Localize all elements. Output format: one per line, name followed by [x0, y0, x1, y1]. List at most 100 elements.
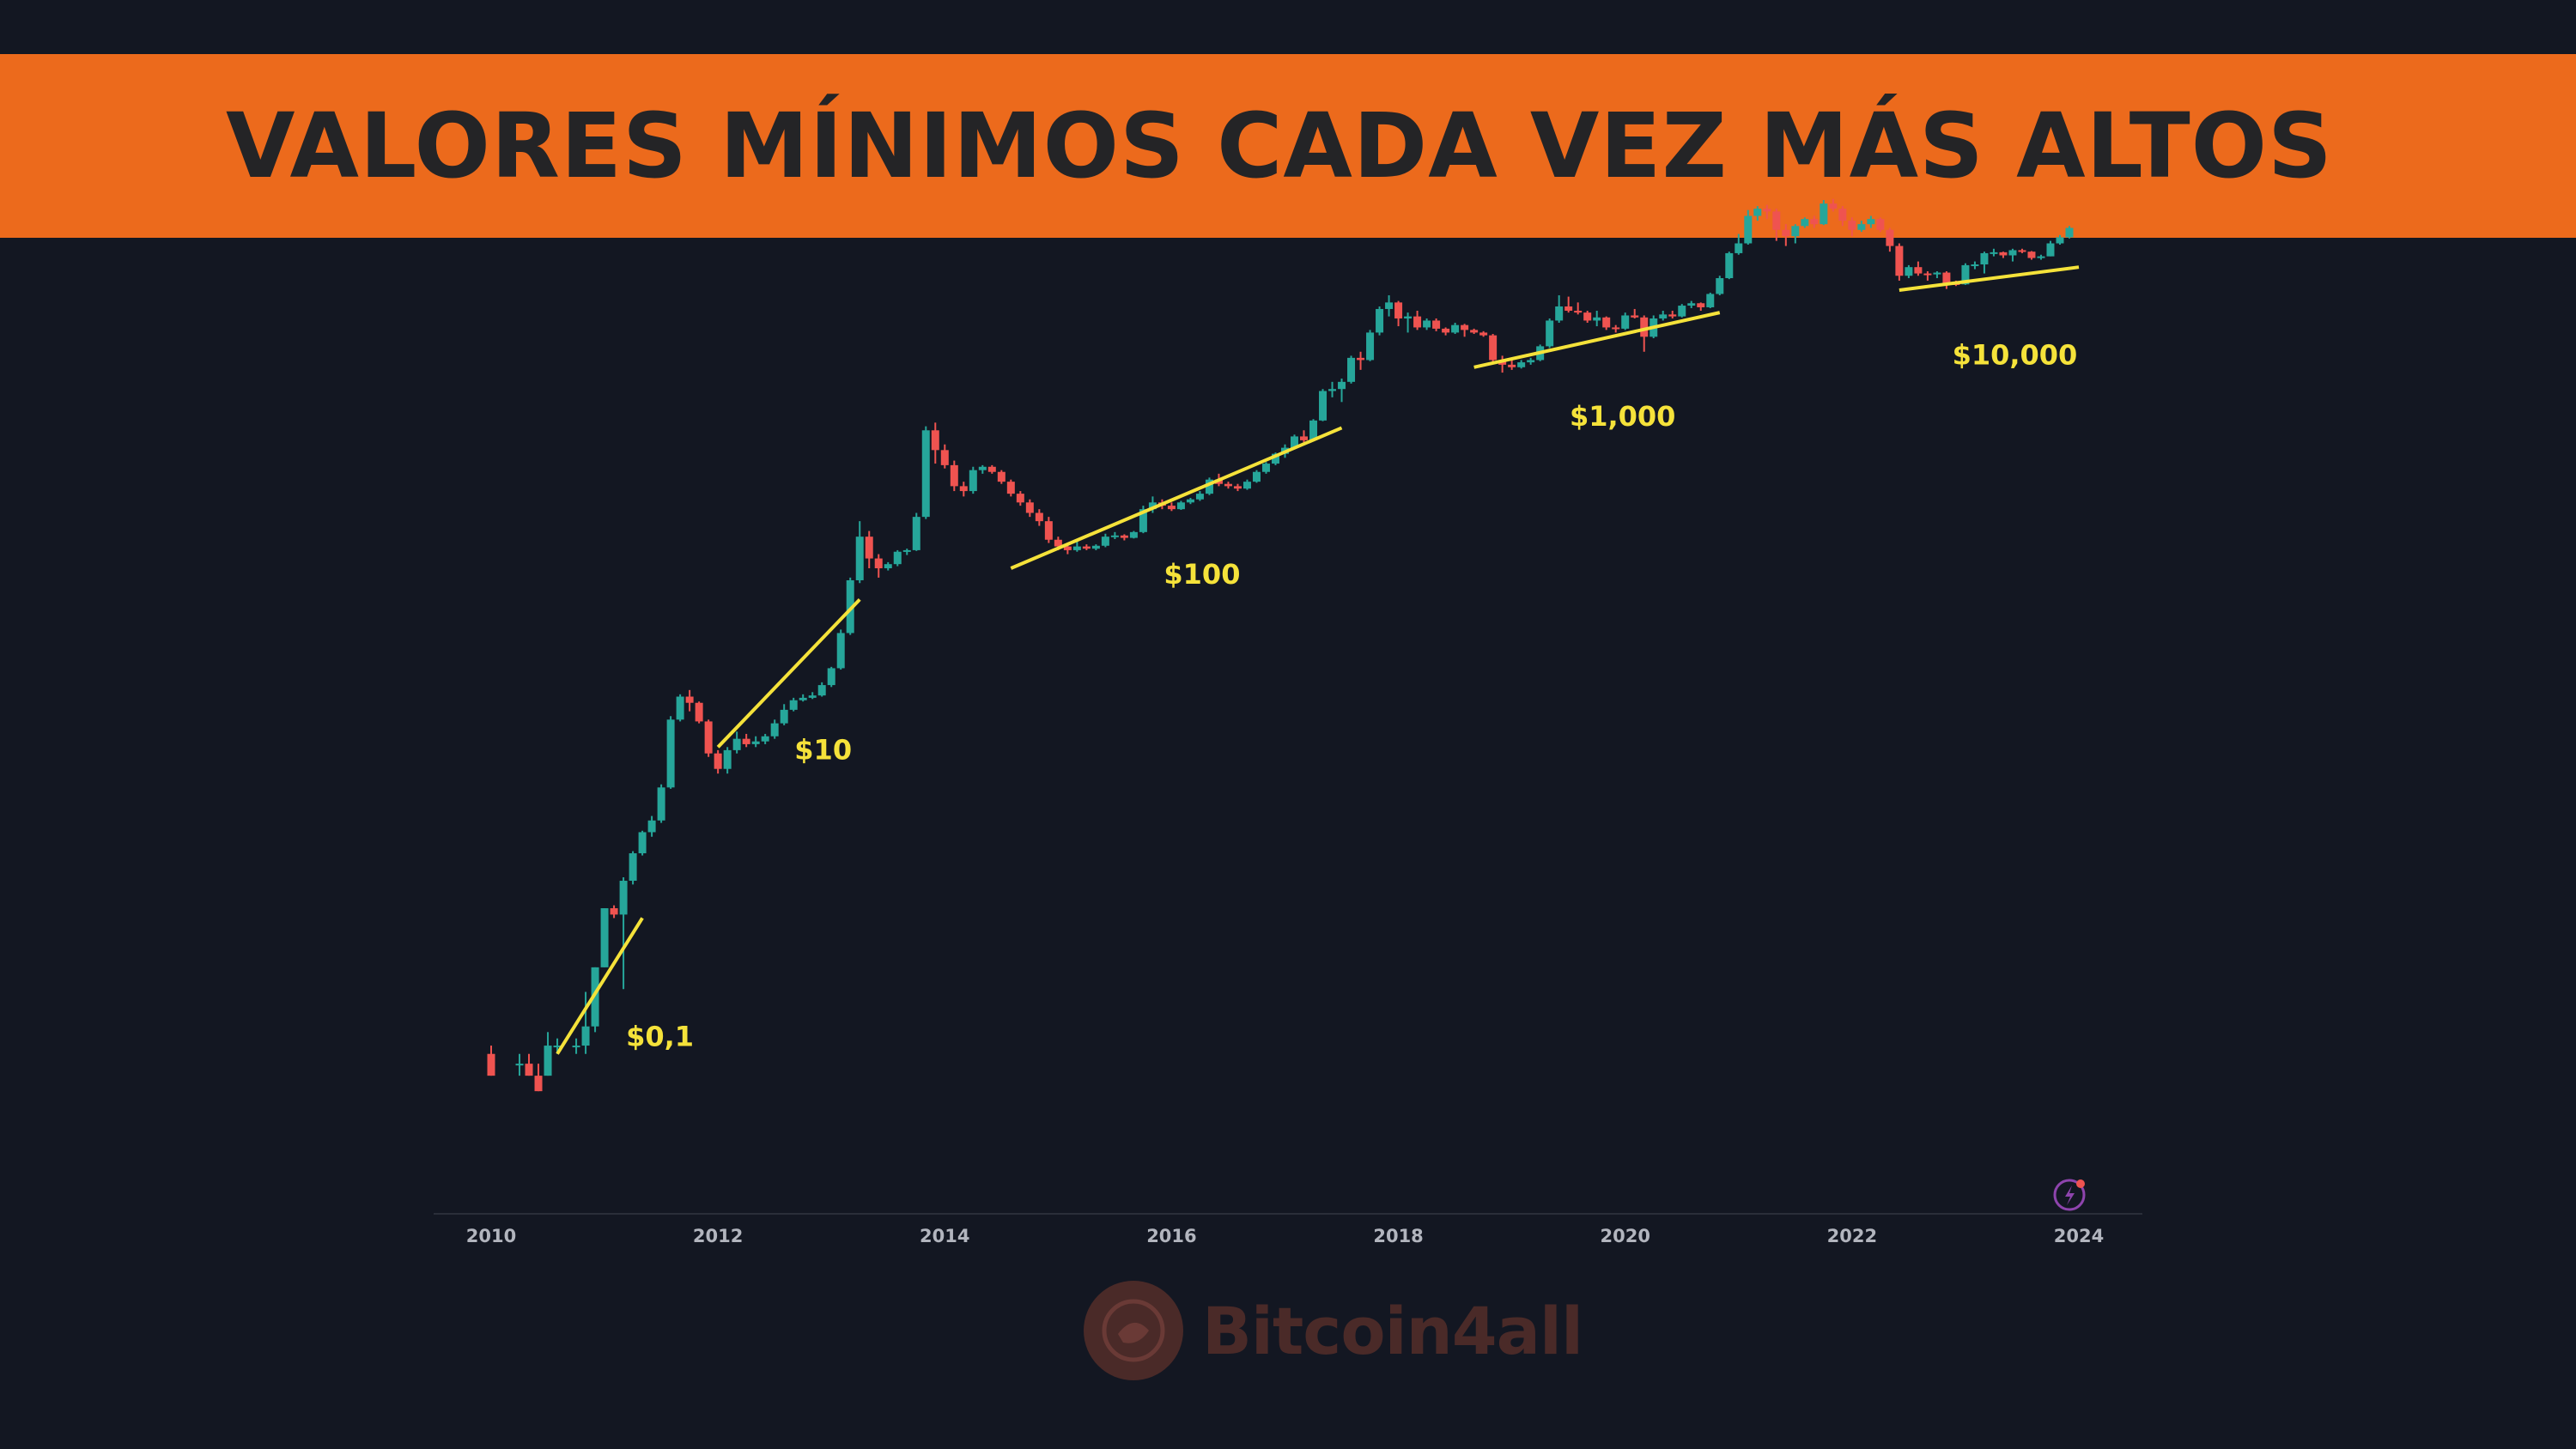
- candle-body: [1546, 320, 1554, 347]
- candle-body: [1848, 221, 1856, 230]
- candle-body: [884, 564, 892, 569]
- candle-body: [1082, 546, 1091, 549]
- candle: [1016, 491, 1024, 506]
- candle: [1129, 530, 1138, 539]
- candle: [1923, 271, 1932, 281]
- candle: [1498, 355, 1507, 373]
- candle: [1186, 498, 1194, 505]
- candle: [1980, 252, 1989, 274]
- candle: [1110, 531, 1119, 540]
- candle-body: [987, 466, 996, 472]
- candle-body: [1394, 302, 1403, 318]
- candle-body: [1195, 494, 1204, 500]
- candle-body: [997, 471, 1005, 482]
- candle: [1744, 209, 1753, 246]
- candle-body: [1697, 303, 1705, 307]
- candle: [1612, 324, 1620, 333]
- candle: [1357, 351, 1365, 370]
- candle: [978, 464, 987, 474]
- candle-body: [761, 736, 769, 742]
- candle: [1971, 261, 1979, 270]
- candle-body: [581, 1026, 590, 1046]
- candle: [1574, 302, 1583, 315]
- trendline: [716, 597, 861, 749]
- candle: [846, 577, 854, 635]
- candle-body: [1366, 332, 1375, 361]
- candle: [1583, 311, 1592, 323]
- candle-body: [1801, 219, 1809, 227]
- candle-body: [978, 466, 987, 470]
- candle: [581, 991, 590, 1054]
- candle: [2037, 254, 2045, 260]
- candle: [827, 666, 835, 688]
- candle-body: [874, 558, 883, 569]
- candle-body: [893, 551, 902, 565]
- candle: [1640, 315, 1649, 352]
- candle-body: [1413, 316, 1422, 328]
- candle: [1687, 300, 1696, 308]
- candle-body: [1186, 499, 1194, 503]
- candle-body: [2065, 227, 2074, 238]
- candle: [1423, 318, 1431, 330]
- candle: [997, 470, 1005, 484]
- candle: [1025, 499, 1034, 518]
- candle: [1999, 252, 2008, 258]
- candle: [544, 1032, 552, 1076]
- candle-body: [1376, 308, 1384, 333]
- candle-body: [912, 517, 920, 550]
- candle: [931, 422, 939, 464]
- candle: [855, 521, 864, 584]
- candle-body: [1527, 360, 1535, 363]
- candle-body: [714, 753, 722, 769]
- candle: [1309, 419, 1318, 442]
- candle-body: [1574, 311, 1583, 313]
- candle: [1527, 357, 1535, 365]
- candle-body: [1659, 314, 1668, 318]
- candle-body: [1668, 314, 1677, 317]
- candle: [732, 731, 741, 754]
- candle: [1838, 206, 1847, 227]
- candle: [534, 1064, 543, 1092]
- candle-body: [1791, 226, 1800, 237]
- x-tick-label: 2020: [1600, 1226, 1649, 1246]
- candle: [1678, 304, 1686, 318]
- candle-body: [1772, 211, 1781, 230]
- candle: [1631, 308, 1639, 318]
- candle-body: [1167, 506, 1176, 510]
- candle: [1857, 221, 1866, 233]
- candle: [1328, 381, 1337, 397]
- candle-body: [1593, 317, 1601, 321]
- candle-body: [1357, 357, 1365, 361]
- candle: [638, 830, 647, 856]
- candle-body: [1508, 364, 1516, 367]
- candle-body: [931, 430, 939, 451]
- candle: [1101, 533, 1109, 548]
- candle-body: [1886, 229, 1894, 246]
- candle: [1432, 318, 1441, 331]
- candle-body: [1129, 531, 1138, 538]
- candle-body: [1479, 332, 1488, 336]
- candle-body: [808, 695, 817, 698]
- candle-body: [2056, 237, 2064, 244]
- candle-body: [1555, 306, 1564, 321]
- candle-body: [1640, 317, 1649, 337]
- trendline-label: $10,000: [1953, 339, 2078, 372]
- candle: [865, 530, 873, 569]
- candle-body: [1205, 479, 1213, 494]
- candle-body: [553, 1046, 562, 1048]
- candle-body: [1583, 312, 1592, 321]
- candle-body: [1461, 324, 1469, 330]
- candle-body: [1716, 278, 1724, 294]
- candle: [921, 426, 930, 519]
- candle: [1451, 322, 1460, 335]
- candle-body: [657, 787, 665, 821]
- candle-body: [1602, 317, 1611, 328]
- candle: [1394, 300, 1403, 327]
- candle: [1772, 209, 1781, 241]
- candle: [2008, 248, 2017, 262]
- candle-body: [1687, 303, 1696, 306]
- candle: [1933, 271, 1941, 279]
- candle: [1593, 311, 1601, 327]
- candle-body: [1564, 306, 1573, 312]
- candle-body: [629, 853, 637, 882]
